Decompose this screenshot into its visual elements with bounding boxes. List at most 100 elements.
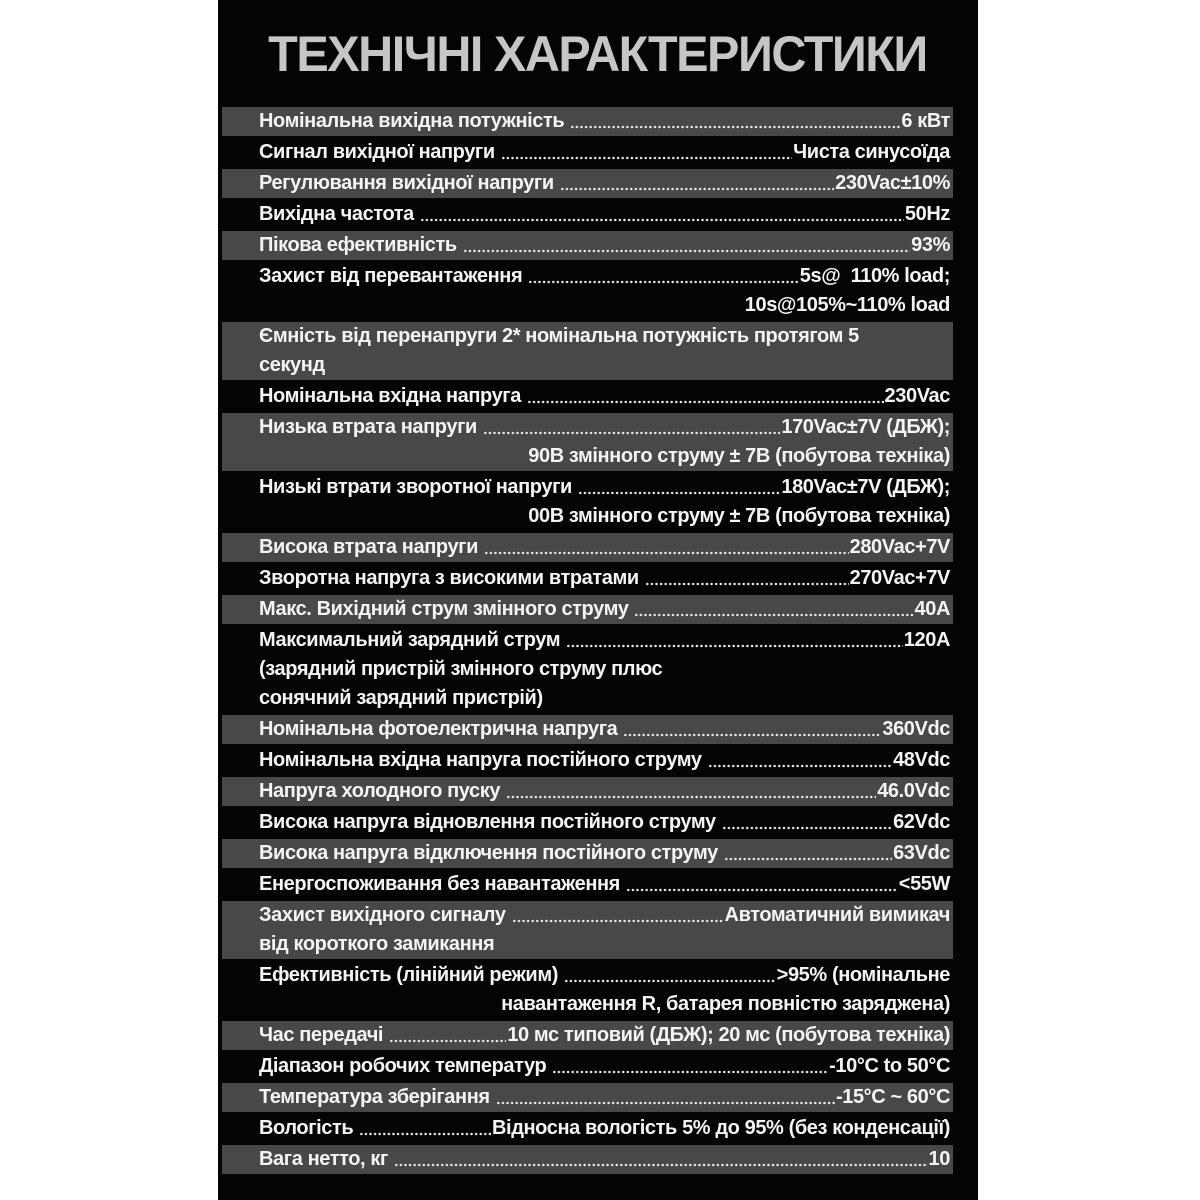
spec-label: Захист вихідного сигналу [259,904,506,926]
page-title: ТЕХНІЧНІ ХАРАКТЕРИСТИКИ [268,25,929,82]
spec-value: <55W [898,873,951,895]
spec-label: Низька втрата напруги [259,416,477,438]
dotted-leader [389,1021,507,1050]
spec-label: Номінальна фотоелектрична напруга [259,718,618,740]
spec-row-line: Температура зберігання -15°C ~ 60°C [259,1083,950,1112]
spec-row: Пікова ефективність 93% [222,231,953,260]
spec-row: Висока напруга відновлення постійного ст… [222,808,953,837]
spec-value: 230Vac [884,385,951,407]
spec-value: 170Vac±7V (ДБЖ); [781,416,950,438]
spec-row-line: Висока втрата напруги 280Vac+7V [259,533,950,562]
spec-row-line: Регулювання вихідної напруги 230Vac±10% [259,169,950,198]
spec-row-line: Ефективність (лінійний режим) >95% (номін… [259,961,950,990]
spec-label: Ємність від перенапруги 2* номінальна по… [259,325,859,347]
spec-value: 40A [914,598,951,620]
spec-row: Вологість Відносна вологість 5% до 95% (б… [222,1114,953,1143]
spec-value: 62Vdc [893,811,950,833]
spec-row-line: Номінальна вхідна напруга постійного стр… [259,746,950,775]
spec-label: Ефективність (лінійний режим) [259,964,558,986]
dotted-leader [559,169,835,198]
spec-value: >95% (номінальне [776,964,951,986]
spec-value: -10°C to 50°C [829,1055,950,1077]
dotted-leader [482,413,781,442]
spec-row-line: Енергоспоживання без навантаження <55W [259,870,950,899]
spec-label: Вага нетто, кг [259,1148,388,1170]
spec-value-continued: секунд [259,354,325,376]
spec-row-line: Вихідна частота 50Hz [259,200,950,229]
spec-value: 5s@ 110% load; [799,265,951,287]
spec-row: Вихідна частота 50Hz [222,200,953,229]
spec-row-line: Пікова ефективність 93% [259,231,950,260]
spec-row: Захист вихідного сигналу Автоматичний вим… [222,901,953,959]
spec-row-line: Час передачі 10 мс типовий (ДБЖ); 20 мс (… [259,1021,950,1050]
dotted-leader [500,138,793,167]
spec-row: Номінальна фотоелектрична напруга 360Vdc [222,715,953,744]
spec-value: Відносна вологість 5% до 95% (без конден… [492,1117,950,1139]
dotted-leader [552,1052,829,1081]
dotted-leader [570,107,901,136]
dotted-leader [511,901,724,930]
spec-label: Низькі втрати зворотної напруги [259,476,572,498]
spec-value: 360Vdc [882,718,950,740]
spec-row: Енергоспоживання без навантаження <55W [222,870,953,899]
spec-row: Номінальна вхідна напруга 230Vac [222,382,953,411]
spec-value-continued: 90В змінного струму ± 7В (побутова техні… [528,445,950,467]
spec-row-line: Сигнал вихідної напруги Чиста синусоїда [259,138,950,167]
spec-row-line: Низька втрата напруги 170Vac±7V (ДБЖ); [259,413,950,442]
dotted-leader [723,839,893,868]
spec-row-line: Зворотна напруга з високими втратами 270V… [259,564,950,593]
title-bar: ТЕХНІЧНІ ХАРАКТЕРИСТИКИ [218,0,978,107]
spec-row: Номінальна вхідна напруга постійного стр… [222,746,953,775]
spec-row: Захист від перевантаження 5s@ 110% load; 1… [222,262,953,320]
dotted-leader [495,1083,835,1112]
spec-row-line: Діапазон робочих температур -10°C to 50°C [259,1052,950,1081]
spec-value: 50Hz [904,203,950,225]
spec-row-line: Висока напруга відновлення постійного ст… [259,808,950,837]
spec-row-line: Макс. Вихідний струм змінного струму 40A [259,595,950,624]
spec-row-line: Номінальна вихідна потужність 6 кВт [259,107,950,136]
spec-row: Напруга холодного пуску 46.0Vdc [222,777,953,806]
spec-row-line: Номінальна фотоелектрична напруга 360Vdc [259,715,950,744]
spec-label: Енергоспоживання без навантаження [259,873,620,895]
spec-value: 280Vac+7V [849,536,951,558]
spec-value: 180Vac±7V (ДБЖ); [781,476,950,498]
spec-label: Макс. Вихідний струм змінного струму [259,598,629,620]
spec-label: Вологість [259,1117,354,1139]
spec-value-continued: сонячний зарядний пристрій) [259,687,543,709]
spec-value: 120A [903,629,951,651]
spec-row: Ефективність (лінійний режим) >95% (номін… [222,961,953,1019]
spec-value-continued: від короткого замикання [259,933,495,955]
spec-value: 270Vac+7V [849,567,951,589]
spec-value-continued: навантаження R, батарея повністю зарядже… [501,993,950,1015]
spec-row-line: Напруга холодного пуску 46.0Vdc [259,777,950,806]
spec-row: Температура зберігання -15°C ~ 60°C [222,1083,953,1112]
spec-row: Низька втрата напруги 170Vac±7V (ДБЖ); 90В… [222,413,953,471]
spec-row-line: Вологість Відносна вологість 5% до 95% (б… [259,1114,950,1143]
dotted-leader [506,777,877,806]
spec-label: Час передачі [259,1024,384,1046]
spec-value-continued: 00В змінного струму ± 7В (побутова техні… [528,505,950,527]
spec-label: Зворотна напруга з високими втратами [259,567,639,589]
spec-value: 63Vdc [893,842,950,864]
spec-label: Висока напруга відновлення постійного ст… [259,811,716,833]
spec-label: Температура зберігання [259,1086,490,1108]
spec-value: Чиста синусоїда [793,141,950,163]
spec-row: Сигнал вихідної напруги Чиста синусоїда [222,138,953,167]
spec-value: 6 кВт [901,110,950,132]
spec-table: Номінальна вихідна потужність 6 кВт Сигнал… [222,107,953,1174]
spec-label: Максимальний зарядний струм [259,629,561,651]
spec-value-continued: 10s@105%~110% load [744,294,951,316]
spec-row: Низькі втрати зворотної напруги 180Vac±7V… [222,473,953,531]
spec-row: Максимальний зарядний струм 120A (зарядний… [222,626,953,713]
dotted-leader [566,626,903,655]
dotted-leader [462,231,911,260]
spec-value-continued: (зарядний пристрій змінного струму плюс [259,658,663,680]
spec-value: 46.0Vdc [877,780,950,802]
spec-label: Пікова ефективність [259,234,457,256]
spec-row: Висока втрата напруги 280Vac+7V [222,533,953,562]
dotted-leader [564,961,776,990]
spec-value: -15°C ~ 60°C [835,1086,950,1108]
spec-row: Вага нетто, кг 10 [222,1145,953,1174]
spec-row: Висока напруга відключення постійного ст… [222,839,953,868]
dotted-leader [419,200,904,229]
